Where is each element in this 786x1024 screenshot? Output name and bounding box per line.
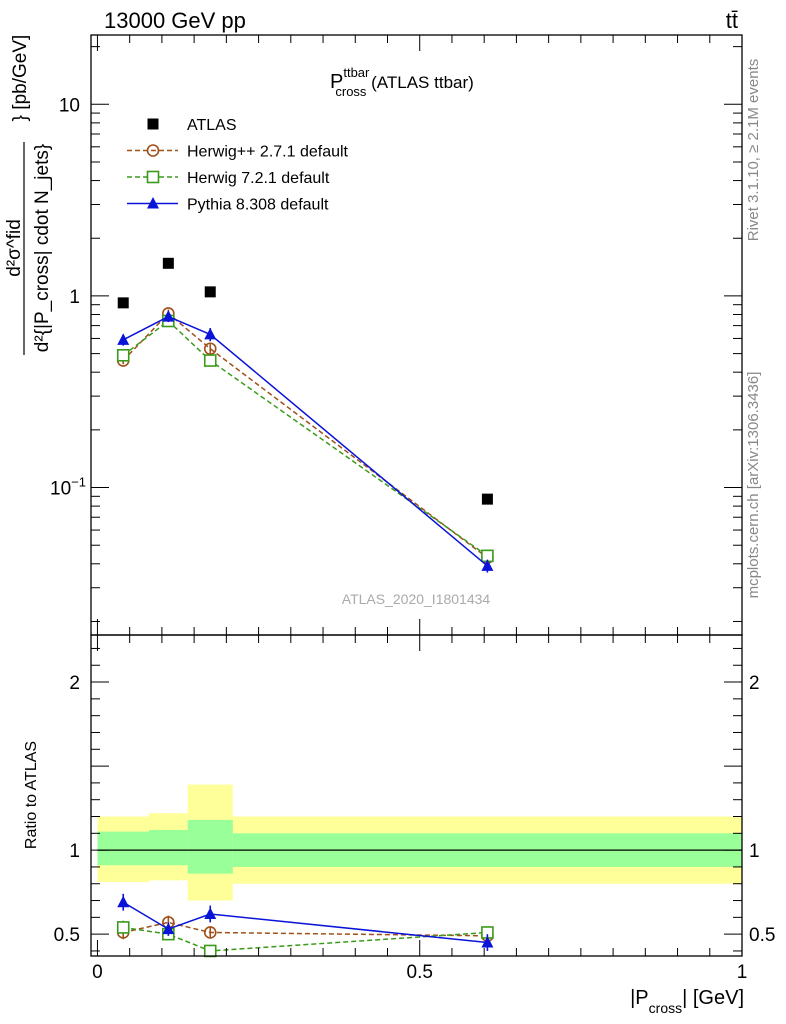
main-atlas-point — [481, 493, 493, 505]
ratio-y-tick-label-right: 0.5 — [749, 925, 775, 946]
ratio-pythia-8-308-default-point — [117, 895, 130, 908]
main-herwig-7-2-1-default-point — [116, 348, 130, 362]
legend-marker — [147, 197, 159, 209]
ratio-panel: 2 21 10.5 0.50 0.5 1 — [54, 634, 775, 983]
ratio-y-tick-label: 1 — [69, 841, 80, 862]
ratio-pythia-8-308-default-point — [162, 922, 175, 935]
ratio-herwig-7-2-1-default-point — [116, 921, 130, 934]
legend-item-atlas: ATLAS — [147, 117, 237, 134]
x-tick-label: 1 — [737, 962, 748, 983]
x-tick-label: 0.5 — [407, 962, 433, 983]
main-herwig-7-2-1-default-line — [122, 320, 488, 557]
header-process: tt̄ — [726, 8, 738, 33]
y-axis-unit: } [pb/GeV] — [10, 35, 31, 122]
legend-item-herwig-2-7-1-default: Herwig++ 2.7.1 default — [127, 144, 349, 161]
legend-label: Pythia 8.308 default — [187, 197, 329, 214]
main-pythia-8-308-default-point — [162, 310, 175, 322]
main-pythia-8-308-default-point — [481, 559, 494, 571]
main-herwig-2-7-1-default-line — [122, 312, 488, 559]
ratio-herwig-2-7-1-default-point — [203, 926, 217, 939]
main-pythia-8-308-default-point — [117, 333, 130, 345]
y-axis-numerator: d²σ^fid — [4, 219, 25, 277]
legend-label: Herwig 7.2.1 default — [187, 170, 330, 187]
ratio-y-tick-label: 0.5 — [54, 925, 80, 946]
legend-item-herwig-7-2-1-default: Herwig 7.2.1 default — [127, 170, 330, 187]
uncertainty-band-green — [149, 829, 188, 866]
ratio-frame — [90, 634, 743, 957]
ratio-y-tick-label-right: 1 — [749, 841, 760, 862]
legend: ATLAS Herwig++ 2.7.1 default Herwig 7.2.1 … — [127, 117, 349, 214]
legend-label: ATLAS — [187, 117, 237, 134]
legend-marker — [147, 118, 159, 130]
ratio-pythia-8-308-default-point — [204, 907, 217, 919]
legend-label: Herwig++ 2.7.1 default — [187, 144, 349, 161]
main-herwig-7-2-1-default-point — [203, 354, 217, 367]
main-pythia-8-308-default-point — [204, 327, 217, 340]
plot-title-text: Pttbar cross (ATLAS ttbar) — [330, 65, 474, 99]
uncertainty-band-green — [97, 831, 150, 866]
main-atlas-point — [117, 297, 129, 309]
legend-marker — [146, 170, 160, 184]
x-tick-label: 0 — [92, 962, 103, 983]
main-y-tick-label: 1 — [69, 287, 80, 308]
y-axis-label: d²σ^fid d²{|P_cross| cdot N_jets} } [pb/Ge… — [4, 35, 53, 355]
main-pythia-8-308-default-line — [122, 315, 488, 567]
ratio-herwig-7-2-1-default-point — [203, 944, 217, 958]
main-y-tick-label: 10−1 — [50, 475, 86, 500]
x-axis-label-text: |Pcross| [GeV] — [630, 987, 744, 1016]
ratio-y-tick-label: 2 — [69, 673, 80, 694]
main-panel: 10 1 10−1 ATLAS_2020_I1801434 Pttbar cross … — [50, 34, 743, 636]
rivet-version-label: Rivet 3.1.10, ≥ 2.1M events — [745, 59, 762, 242]
plot-title: Pttbar cross (ATLAS ttbar) — [330, 65, 474, 99]
legend-item-pythia-8-308-default: Pythia 8.308 default — [127, 197, 329, 214]
legend-marker — [146, 144, 160, 157]
mcplots-label: mcplots.cern.ch [arXiv:1306.3436] — [745, 372, 762, 599]
analysis-watermark: ATLAS_2020_I1801434 — [342, 591, 491, 607]
ratio-herwig-2-7-1-default-line — [123, 921, 488, 937]
ratio-herwig-7-2-1-default-line — [123, 926, 488, 952]
main-atlas-point — [162, 257, 174, 269]
main-atlas-point — [204, 286, 216, 298]
main-y-tick-label: 10 — [59, 95, 80, 116]
ratio-pythia-8-308-default-line — [122, 901, 488, 944]
ratio-y-tick-label-right: 2 — [749, 673, 760, 694]
x-axis-label: |Pcross| [GeV] — [630, 987, 744, 1016]
header-energy: 13000 GeV pp — [104, 8, 246, 33]
ratio-y-axis-label: Ratio to ATLAS — [23, 741, 40, 849]
y-axis-denominator: d²{|P_cross| cdot N_jets} — [32, 144, 53, 352]
uncertainty-band-green — [187, 819, 233, 874]
ratio-pythia-8-308-default-point — [481, 936, 494, 948]
